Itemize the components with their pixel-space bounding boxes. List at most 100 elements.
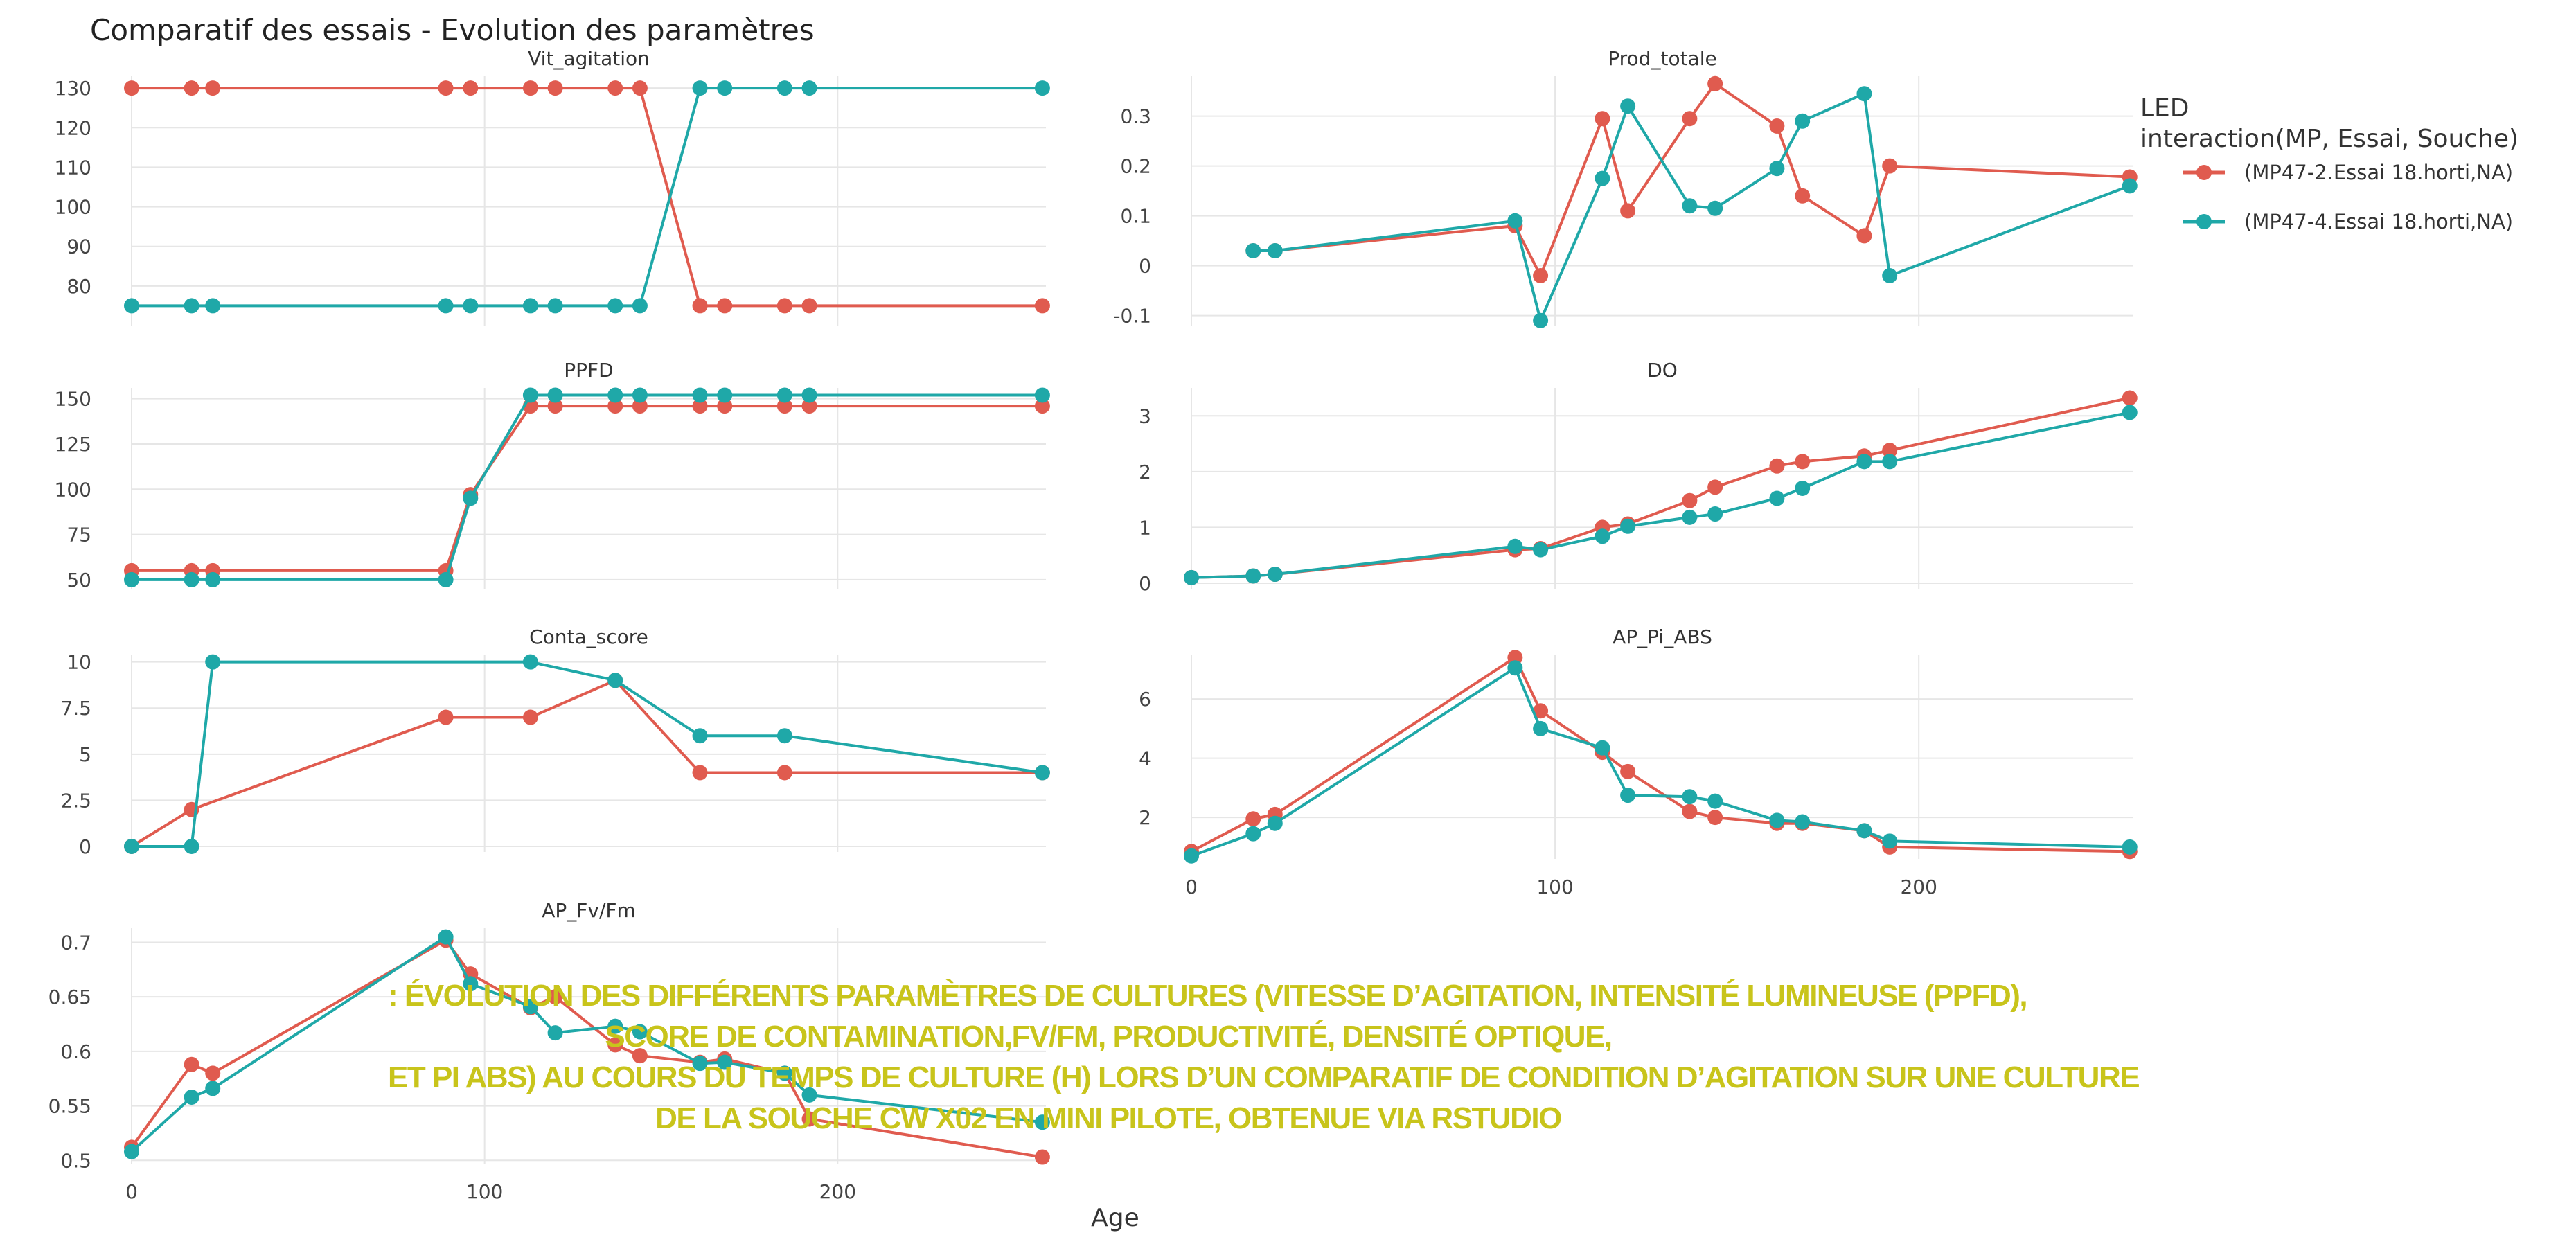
data-point <box>801 387 817 403</box>
data-point <box>184 1056 199 1072</box>
y-tick-label: 0 <box>1139 572 1151 595</box>
data-point <box>607 673 623 688</box>
data-point <box>124 298 139 314</box>
data-point <box>547 387 563 403</box>
data-point <box>1856 86 1872 102</box>
data-point <box>632 387 648 403</box>
panel-ap-fv-fm: 0.5 0.55 0.6 0.65 0.7 0 100 200 AP_Fv/Fm <box>48 899 1050 1203</box>
data-point <box>1795 188 1811 204</box>
series-line <box>132 660 1043 848</box>
y-tick-label: 125 <box>55 433 91 456</box>
legend-item[interactable]: (MP47-4.Essai 18.horti,NA) <box>2183 210 2513 233</box>
data-point <box>692 387 708 403</box>
data-point <box>717 387 733 403</box>
data-point <box>547 989 563 1005</box>
data-point <box>1034 1149 1050 1165</box>
legend-item[interactable]: (MP47-2.Essai 18.horti,NA) <box>2183 161 2513 184</box>
data-point <box>1034 80 1050 96</box>
caption-line: ET PI ABS) AU COURS DU TEMPS DE CULTURE … <box>388 1060 2140 1094</box>
data-point <box>1682 198 1698 214</box>
data-point <box>1856 454 1872 470</box>
figure-title: Comparatif des essais - Evolution des pa… <box>90 13 815 47</box>
data-point <box>607 387 623 403</box>
data-point <box>632 1024 648 1040</box>
data-point <box>1682 789 1698 805</box>
y-tick-label: 1 <box>1139 516 1151 539</box>
x-tick-label: 200 <box>819 1180 856 1203</box>
data-point <box>1620 763 1636 779</box>
series-line <box>1191 666 2130 858</box>
data-point <box>124 80 139 96</box>
data-point <box>205 571 221 587</box>
caption-line: SCORE DE CONTAMINATION,FV/FM, PRODUCTIVI… <box>605 1020 1613 1054</box>
data-point <box>632 298 648 314</box>
panel-do: 0 1 2 3 DO <box>1139 359 2138 595</box>
data-point <box>1769 118 1785 134</box>
data-point <box>692 1056 708 1072</box>
series-line <box>1191 656 2130 853</box>
data-point <box>438 298 454 314</box>
data-point <box>522 298 538 314</box>
data-point <box>801 1111 817 1127</box>
data-point <box>1795 454 1811 470</box>
data-point <box>1769 161 1785 177</box>
data-point <box>463 298 479 314</box>
y-tick-label: 100 <box>55 478 91 501</box>
data-point <box>776 387 792 403</box>
data-point <box>522 654 538 670</box>
data-point <box>2122 178 2138 194</box>
data-point <box>1507 538 1523 554</box>
data-point <box>1856 228 1872 244</box>
series-line <box>132 87 1042 308</box>
data-point <box>1620 98 1636 114</box>
data-point <box>184 298 199 314</box>
y-tick-label: 0.6 <box>60 1040 91 1063</box>
data-point <box>547 1025 563 1041</box>
data-point <box>607 298 623 314</box>
y-tick-label: 0.55 <box>48 1095 91 1118</box>
data-point <box>692 80 708 96</box>
legend-item-label: (MP47-4.Essai 18.horti,NA) <box>2244 210 2513 233</box>
data-point <box>1533 312 1549 328</box>
data-point <box>205 298 221 314</box>
data-point <box>2122 405 2138 420</box>
data-point <box>1245 826 1261 842</box>
data-point <box>1595 528 1610 544</box>
data-point <box>1533 542 1549 558</box>
panel-title: Vit_agitation <box>528 47 650 70</box>
legend: LED interaction(MP, Essai, Souche) (MP47… <box>2140 94 2519 233</box>
data-point <box>776 398 792 414</box>
y-tick-label: 80 <box>66 275 91 298</box>
series-line <box>132 393 1042 581</box>
data-point <box>1620 203 1636 219</box>
data-point <box>1882 454 1898 470</box>
data-point <box>1882 158 1898 174</box>
data-point <box>2122 390 2138 406</box>
data-point <box>1595 740 1610 756</box>
data-point <box>1245 243 1261 258</box>
data-point <box>1595 170 1610 186</box>
data-point <box>692 298 708 314</box>
data-point <box>1707 200 1723 216</box>
data-point <box>632 398 648 414</box>
y-tick-label: 120 <box>55 116 91 139</box>
data-point <box>124 839 139 855</box>
data-point <box>1184 848 1199 864</box>
legend-subtitle: interaction(MP, Essai, Souche) <box>2140 125 2519 153</box>
data-point <box>1707 479 1723 495</box>
data-point <box>801 298 817 314</box>
data-point <box>184 839 199 855</box>
data-point <box>438 571 454 587</box>
data-point <box>1795 481 1811 496</box>
data-point <box>124 1144 139 1159</box>
data-point <box>1856 823 1872 839</box>
figure-caption: : ÉVOLUTION DES DIFFÉRENTS PARAMÈTRES DE… <box>388 975 2140 1139</box>
panel-title: AP_Fv/Fm <box>542 899 636 922</box>
data-point <box>124 571 139 587</box>
x-tick-label: 200 <box>1900 876 1937 898</box>
y-tick-label: 10 <box>66 651 91 674</box>
panel-title: DO <box>1647 359 1678 382</box>
y-tick-label: 0.7 <box>60 931 91 954</box>
data-point <box>1034 298 1050 314</box>
